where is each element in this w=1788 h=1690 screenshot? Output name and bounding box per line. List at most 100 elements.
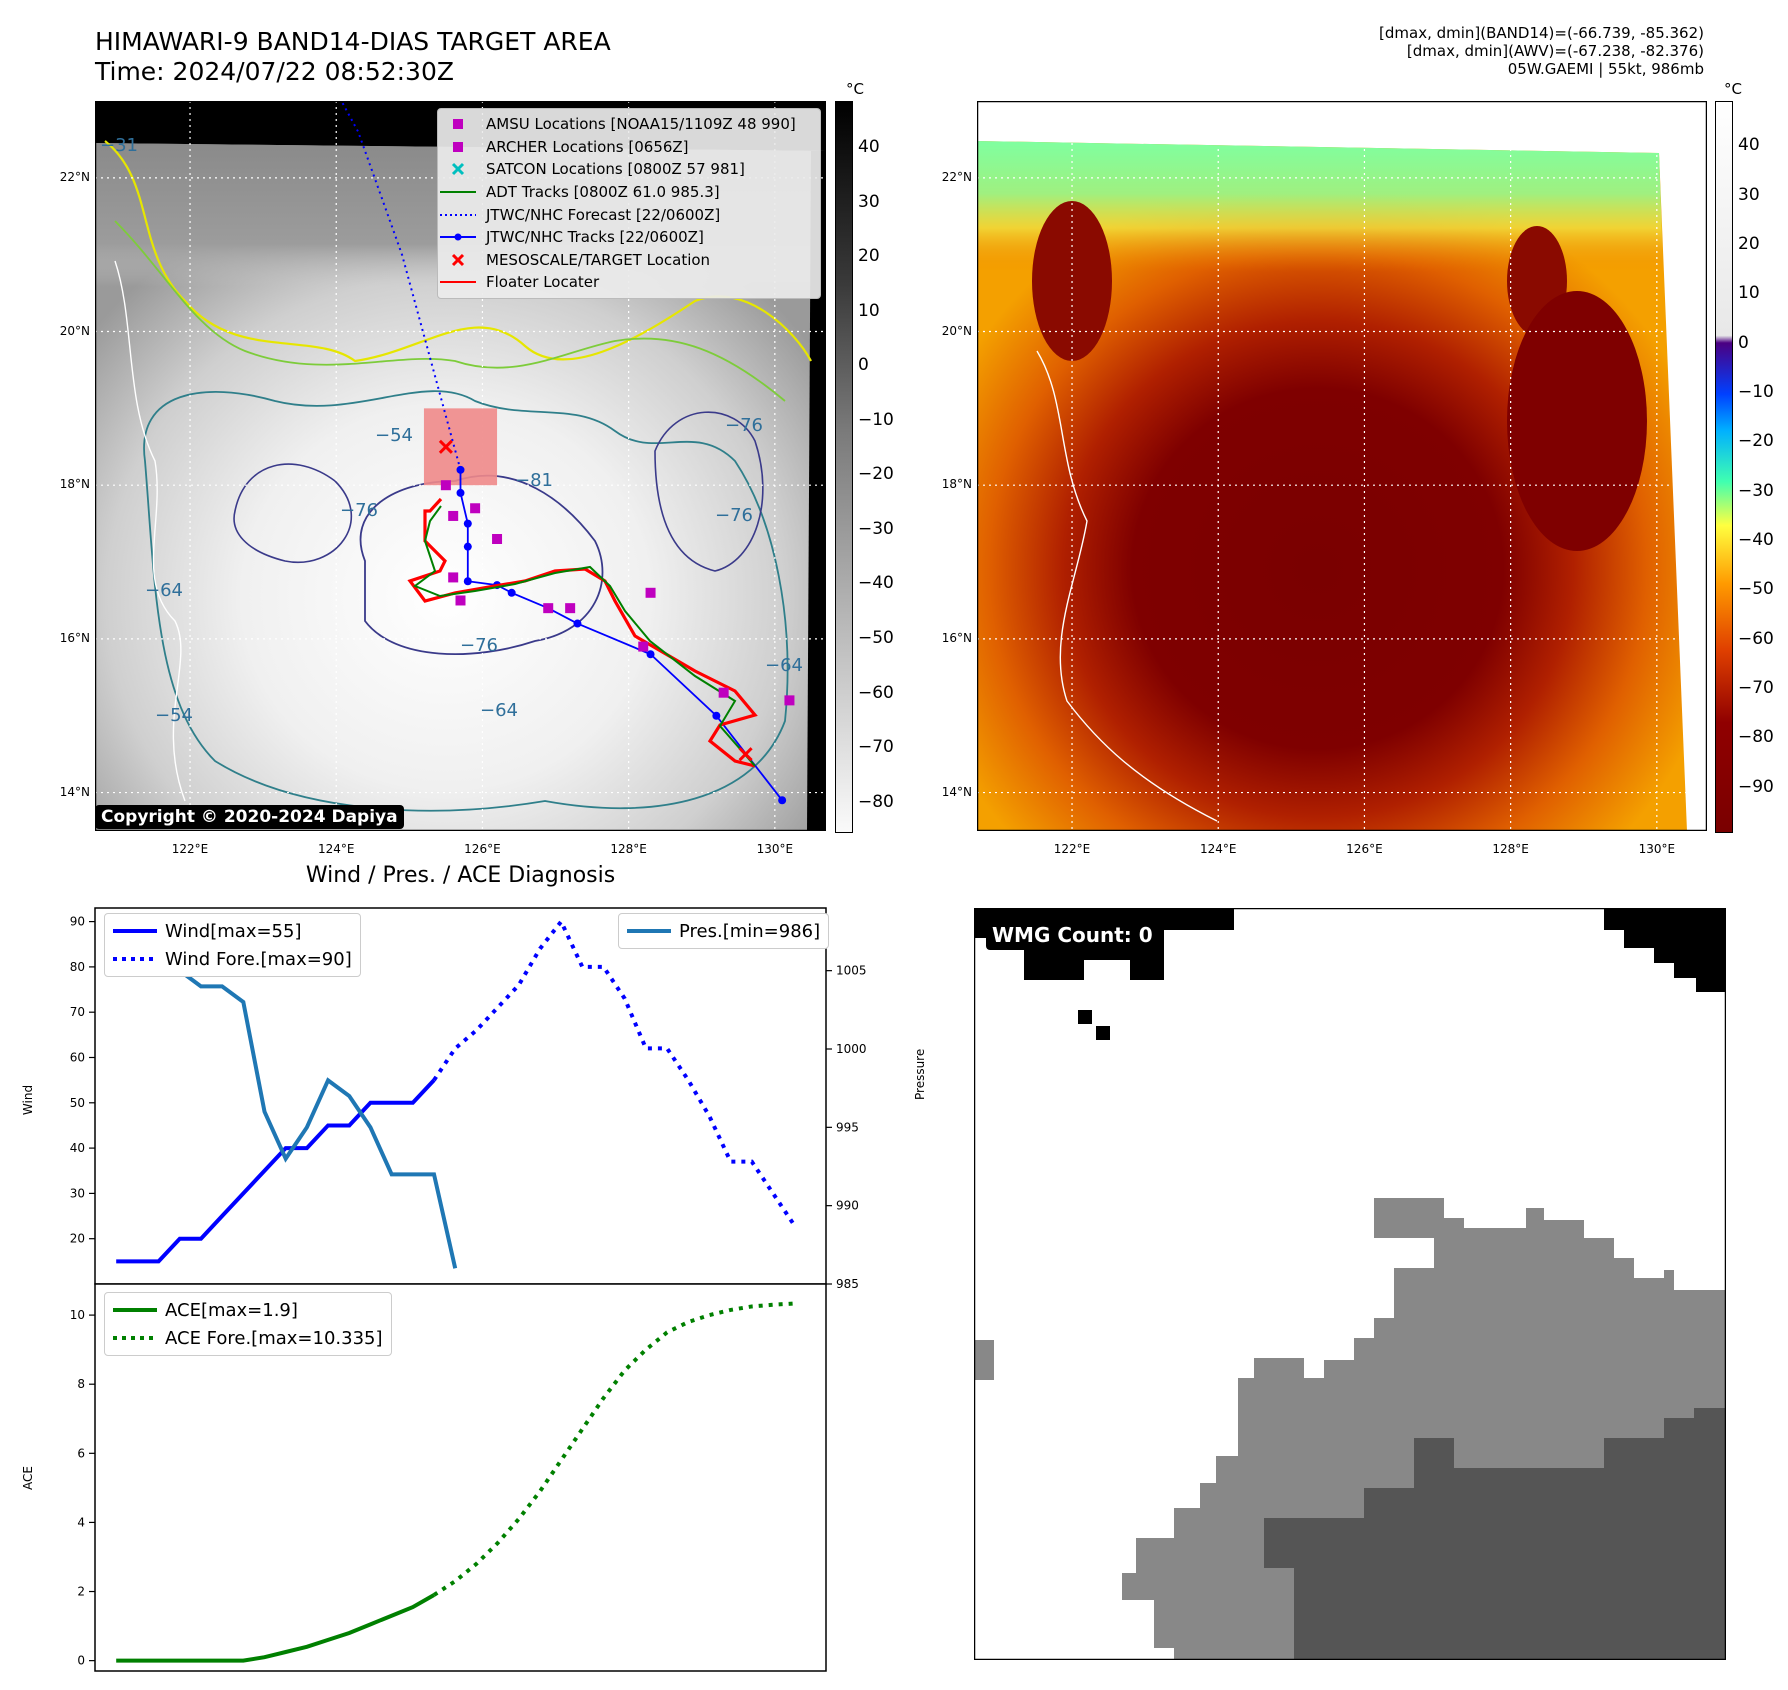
colorbar-tick-label: −70: [858, 737, 894, 758]
awv-coastline: [1036, 350, 1218, 822]
colorbar-tick-label: −80: [1738, 727, 1774, 748]
colorbar-tick-label: −40: [858, 573, 894, 594]
legend-swatch: [440, 191, 476, 194]
legend-swatch: [440, 281, 476, 284]
wind-fore-legend-swatch: [113, 957, 157, 961]
legend-swatch: [453, 141, 463, 152]
ace-fore-legend-label: ACE Fore.[max=10.335]: [165, 1327, 383, 1349]
colorbar-tick-label: −90: [1738, 776, 1774, 797]
contour-navy-east: [654, 411, 764, 572]
wind-y-axis: 20 30 40 50 60 70 80 90: [70, 915, 95, 1246]
wind-tick-label: 50: [70, 1096, 85, 1110]
contour-label: −31: [100, 135, 138, 156]
jtwc-track-point: [712, 711, 721, 720]
amsu-marker: [440, 480, 451, 491]
jtwc-track: [459, 469, 783, 801]
colorbar-tick-label: −10: [858, 409, 894, 430]
amsu-marker: [448, 572, 459, 583]
contour-label: −64: [480, 700, 518, 721]
amsu-marker: [492, 534, 503, 544]
ace-tick-label: 6: [77, 1446, 85, 1460]
contour-yellow: [104, 140, 812, 363]
contour-labels: −64 −54 −76 −81 −76 −64 −76 −64 −76 −54 …: [100, 135, 803, 726]
ace-y-axis: 0 2 4 6 8 10: [70, 1308, 95, 1668]
pressure-legend: Pres.[min=986]: [618, 913, 830, 949]
lon-tick-label: 130°E: [756, 842, 794, 856]
legend-swatch: [453, 119, 463, 130]
ace-tick-label: 0: [77, 1654, 85, 1668]
colorbar-tick-label: 0: [858, 355, 869, 376]
legend-label: ADT Tracks [0800Z 61.0 985.3]: [486, 183, 720, 202]
amsu-marker: [565, 603, 576, 614]
colorbar-tick-label: 40: [858, 137, 880, 158]
pressure-y-axis: 985 990 995 1000 1005: [826, 964, 867, 1291]
colorbar-tick-label: −70: [1738, 677, 1774, 698]
amsu-marker: [718, 687, 729, 698]
info-block: [dmax, dmin](BAND14)=(-66.739, -85.362) …: [1379, 24, 1704, 78]
legend-item: ADT Tracks [0800Z 61.0 985.3]: [438, 181, 820, 204]
colorbar-tick-label: −20: [858, 464, 894, 485]
lat-tick-label: 22°N: [941, 169, 972, 184]
wind-legend-label: Wind[max=55]: [165, 920, 302, 942]
mesoscale-target-locations: [438, 439, 753, 762]
contour-label: −54: [155, 705, 193, 726]
legend-swatch: [440, 213, 476, 216]
jtwc-track-point: [507, 588, 516, 597]
colorbar-tick-label: 30: [1738, 184, 1760, 205]
contour-green: [114, 220, 786, 402]
amsu-marker: [448, 510, 459, 521]
pressure-legend-swatch: [627, 929, 671, 933]
colorbar-tick-label: −20: [1738, 431, 1774, 452]
lon-tick-label: 130°E: [1638, 842, 1676, 856]
copyright-label: Copyright © 2020-2024 Dapiya: [95, 805, 404, 829]
wind-forecast-series-line: [432, 917, 796, 1227]
wmg-count-label: WMG Count: 0: [986, 920, 1159, 950]
contour-label: −64: [145, 580, 183, 601]
legend-item: MESOSCALE/TARGET Location: [438, 249, 820, 272]
colorbar-tick-label: 40: [1738, 135, 1760, 156]
colorbar-tick-label: 30: [858, 191, 880, 212]
awv-gridlines: [977, 101, 1707, 831]
wmg-black-region: [974, 908, 1726, 992]
colorbar-tick-label: −80: [858, 791, 894, 812]
wind-legend: Wind[max=55] Wind Fore.[max=90]: [104, 913, 361, 977]
lon-tick-label: 124°E: [1199, 842, 1237, 856]
legend-label: Floater Locater: [486, 273, 600, 292]
info-storm: 05W.GAEMI | 55kt, 986mb: [1507, 60, 1704, 78]
legend-label: ARCHER Locations [0656Z]: [486, 137, 689, 156]
lat-tick-label: 16°N: [59, 630, 90, 645]
awv-colorbar-unit: °C: [1724, 80, 1742, 98]
wind-tick-label: 20: [70, 1232, 85, 1246]
lat-tick-label: 14°N: [59, 784, 90, 799]
colorbar-tick-label: 0: [1738, 332, 1749, 353]
ace-legend: ACE[max=1.9] ACE Fore.[max=10.335]: [104, 1292, 392, 1356]
colorbar-tick-label: −50: [1738, 579, 1774, 600]
lat-tick-label: 18°N: [59, 477, 90, 492]
contour-label: −81: [515, 470, 553, 491]
jtwc-track-point: [573, 619, 582, 628]
lat-tick-label: 16°N: [941, 630, 972, 645]
pressure-tick-label: 995: [836, 1120, 859, 1134]
ace-legend-swatch: [113, 1308, 157, 1312]
contour-label: −76: [460, 635, 498, 656]
ace-legend-label: ACE[max=1.9]: [165, 1299, 298, 1321]
ace-ylabel: ACE: [21, 1466, 35, 1490]
lat-tick-label: 18°N: [941, 477, 972, 492]
ir-colorbar-unit: °C: [846, 80, 864, 98]
pressure-tick-label: 1005: [836, 964, 867, 978]
lon-tick-label: 122°E: [171, 842, 209, 856]
amsu-marker: [638, 641, 649, 652]
ir-colorbar: [835, 101, 853, 833]
diagnosis-chart: 20 30 40 50 60 70 80 90 985 990 995 1000 1005 0 2 4 6 8…: [21, 907, 867, 1672]
mesoscale-marker: [738, 747, 753, 762]
legend-label: SATCON Locations [0800Z 57 981]: [486, 160, 745, 179]
contour-navy-west: [233, 463, 353, 564]
lat-tick-label: 20°N: [59, 323, 90, 338]
info-band14: [dmax, dmin](BAND14)=(-66.739, -85.362): [1379, 24, 1704, 42]
lat-tick-label: 14°N: [941, 784, 972, 799]
diag-title: Wind / Pres. / ACE Diagnosis: [305, 863, 616, 888]
colorbar-tick-label: −60: [858, 682, 894, 703]
legend-label: AMSU Locations [NOAA15/1109Z 48 990]: [486, 115, 796, 134]
colorbar-tick-label: −40: [1738, 529, 1774, 550]
contour-label: −76: [340, 500, 378, 521]
